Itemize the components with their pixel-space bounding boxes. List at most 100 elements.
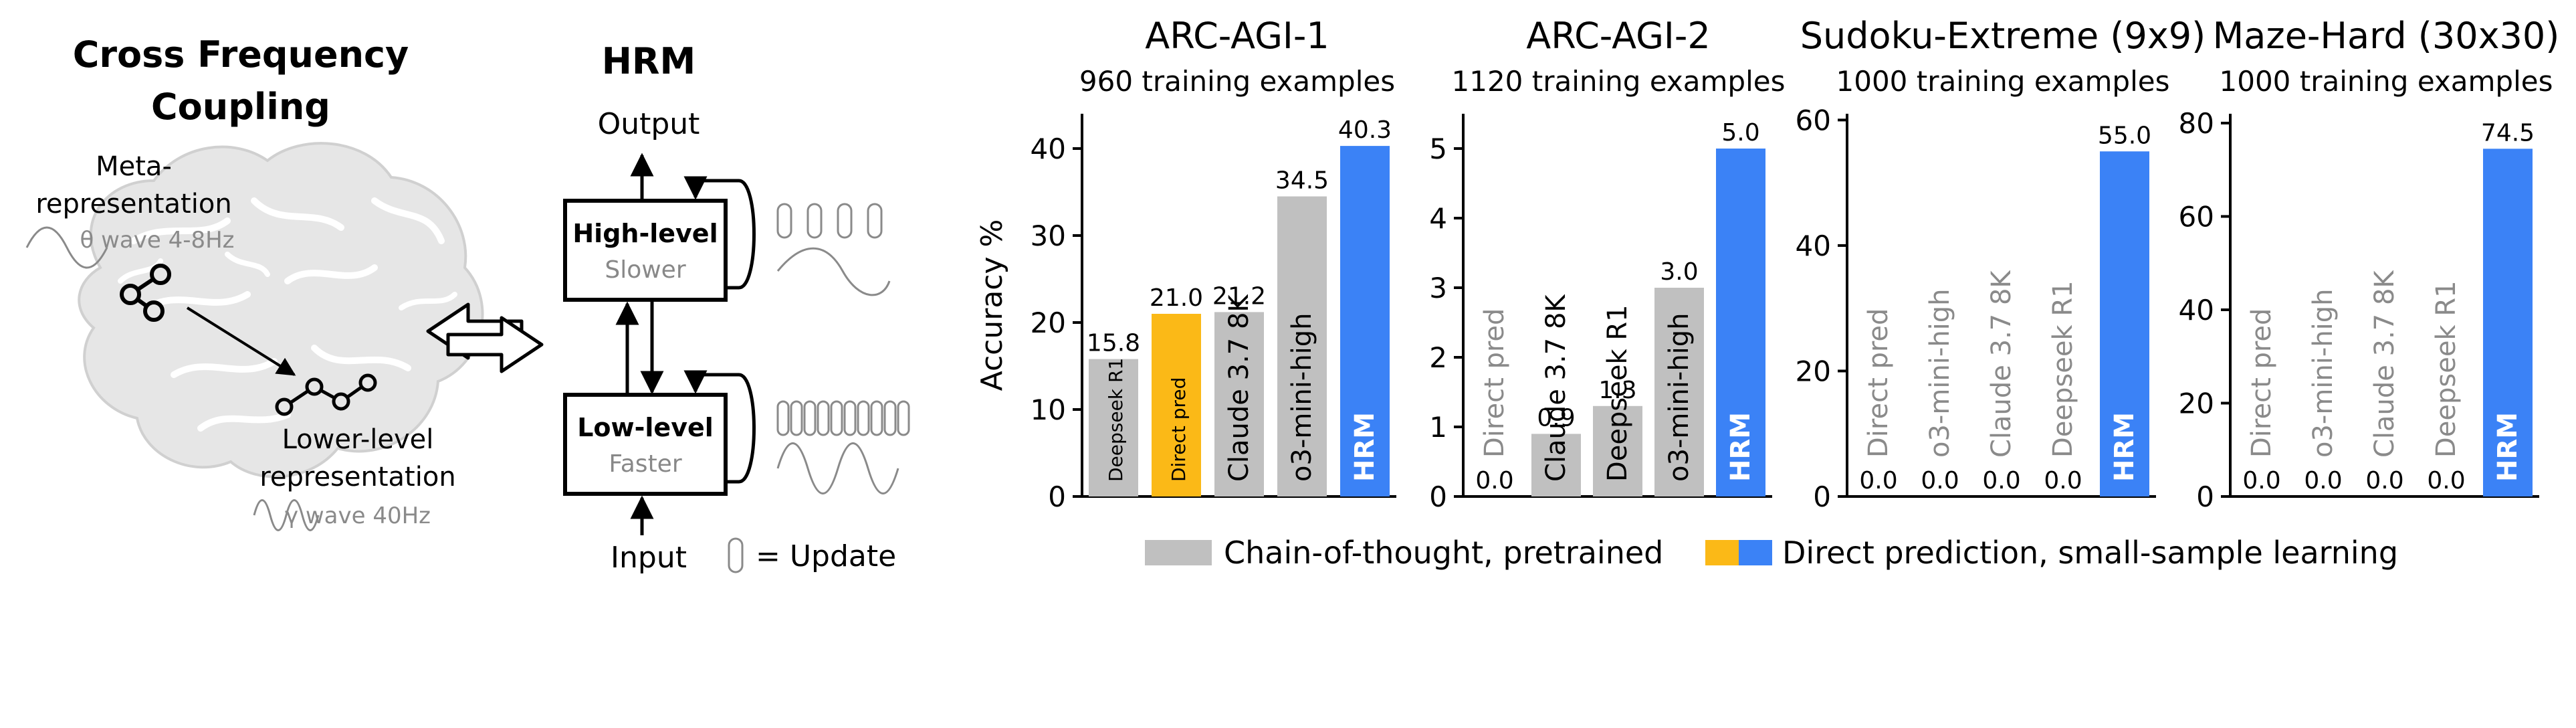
high-level-sub: Slower [605,256,685,284]
lower-label-line2: representation [259,462,455,492]
y-tick-label: 3 [1429,272,1447,304]
lower-node-chain-icon [275,373,377,416]
y-tick-label: 1 [1429,411,1447,444]
bar-value-label: 0.0 [2365,467,2403,494]
chart-title: ARC-AGI-1 [1145,15,1329,57]
bar-category-label: HRM [2492,412,2523,482]
legend-label-cot: Chain-of-thought, pretrained [1224,535,1663,571]
bar-category-label: Claude 3.7 8K [1986,270,2017,458]
low-recurrence-loop [683,370,756,484]
update-legend-icon [728,537,744,573]
legend-swatch-direct-yellow [1705,540,1739,565]
meta-node-graph-icon [120,264,171,322]
high-level-module [563,199,728,302]
y-tick-label: 40 [1031,132,1066,165]
legend-swatch-cot [1145,540,1212,565]
chart-title: ARC-AGI-2 [1526,15,1710,57]
chart-subtitle: 1000 training examples [2220,65,2553,98]
bar-value-label: 0.0 [2242,467,2280,494]
bar-category-label: Deepseek R1 [1602,304,1633,482]
y-tick-label: 4 [1429,202,1447,235]
bar-value-label: 0.0 [1475,467,1513,494]
high-level-title: High-level [572,219,718,248]
slow-wave-icon [776,247,891,296]
y-tick-label: 2 [1429,341,1447,374]
fast-update-pill-icon [857,400,870,436]
fast-update-pill-icon [803,400,817,436]
bar-category-label: Deepseek R1 [1105,358,1127,482]
output-label: Output [598,107,700,141]
bar-value-label: 0.0 [2304,467,2342,494]
bar-value-label: 21.0 [1150,284,1203,312]
bar-value-label: 0.0 [1982,467,2020,494]
bar [1716,149,1765,496]
coupling-arrow [186,306,296,376]
brain-icon [78,142,484,478]
bar-category-label: Direct pred [2246,308,2277,458]
hrm-title: HRM [602,40,696,82]
hrm-panel: HRM Output High-level Slower Low-level F… [563,40,910,575]
chart-panel: ARC-AGI-2 1120 training examples 0 1 2 3 4 5 0.0… [1429,15,1785,513]
bar-value-label: 3.0 [1660,258,1698,286]
fast-update-pill-icon [897,400,910,436]
y-tick-label: 20 [1031,306,1066,339]
cfc-title-line1: Cross Frequency [73,33,409,76]
meta-label-line2: representation [35,189,231,219]
bar-value-label: 40.3 [1338,116,1392,144]
input-label: Input [611,541,687,575]
chart-title: Sudoku-Extreme (9x9) [1800,15,2206,57]
meta-label-line1: Meta- [96,151,172,182]
bar [2100,151,2149,496]
y-tick-label: 40 [1796,230,1831,262]
bar-category-label: HRM [1725,412,1756,482]
bar [1340,146,1390,497]
bar-value-label: 0.9 [1537,404,1575,432]
fast-update-icons [776,400,910,436]
fast-update-pill-icon [817,400,830,436]
bar-category-label: HRM [1350,412,1380,482]
fast-update-pill-icon [883,400,897,436]
bar-category-label: o3-mini-high [1925,288,1955,458]
y-tick-label: 0 [1048,480,1066,513]
gamma-wave-icon [253,499,320,531]
bar-category-label: HRM [2109,412,2140,482]
low-level-module [563,393,728,496]
legend-swatch-direct-blue [1739,540,1772,565]
y-tick-label: 20 [1796,355,1831,387]
y-tick-label: 0 [2196,480,2214,513]
bar-value-label: 34.5 [1275,167,1329,195]
bar-value-label: 5.0 [1721,119,1759,147]
y-tick-label: 30 [1031,219,1066,252]
bar-category-label: o3-mini-high [1664,312,1695,482]
chart-subtitle: 1120 training examples [1452,65,1786,98]
chart-panel: Sudoku-Extreme (9x9) 1000 training exampl… [1796,15,2206,513]
fast-update-pill-icon [830,400,843,436]
bar-value-label: 0.0 [1859,467,1897,494]
cfc-title-line2: Coupling [151,86,330,128]
fast-update-pill-icon [776,400,790,436]
bar-category-label: o3-mini-high [2308,288,2339,458]
theta-label: θ wave 4-8Hz [80,227,234,254]
y-tick-label: 0 [1429,480,1447,513]
low-level-title: Low-level [577,413,714,442]
bar-category-label: Direct pred [1863,308,1894,458]
bar-value-label: 55.0 [2098,122,2151,149]
bar-value-label: 1.3 [1598,377,1636,404]
chart-panel: Maze-Hard (30x30) 1000 training examples 0… [2179,15,2560,513]
chart-panel: ARC-AGI-1 960 training examples 0 10 20 30 40 A… [975,15,1396,513]
y-tick-label: 20 [2179,387,2214,420]
bar [1531,434,1581,496]
fast-wave-icon [776,442,899,494]
bar-category-label: Direct pred [1479,308,1510,458]
high-recurrence-loop [683,176,756,290]
y-tick-label: 5 [1429,132,1447,165]
slow-update-icons [776,203,883,239]
bar-value-label: 74.5 [2481,119,2535,147]
gamma-label: γ wave 40Hz [285,503,431,529]
bar [1089,359,1138,496]
y-tick-label: 80 [2179,107,2214,140]
bar [1277,196,1327,496]
bar-category-label: Claude 3.7 8K [1224,294,1255,482]
y-axis-label: Accuracy % [975,219,1009,391]
